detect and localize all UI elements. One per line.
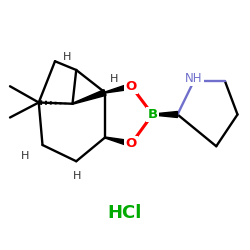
Polygon shape bbox=[105, 83, 132, 93]
Polygon shape bbox=[72, 90, 106, 104]
Text: O: O bbox=[126, 80, 137, 93]
Text: HCl: HCl bbox=[108, 204, 142, 222]
Text: H: H bbox=[63, 52, 72, 62]
Text: B: B bbox=[148, 108, 158, 121]
Text: H: H bbox=[21, 151, 29, 161]
Text: O: O bbox=[126, 137, 137, 150]
Text: H: H bbox=[73, 171, 82, 181]
Polygon shape bbox=[105, 137, 132, 147]
Text: NH: NH bbox=[185, 72, 202, 85]
Polygon shape bbox=[152, 112, 178, 117]
Text: H: H bbox=[110, 74, 118, 84]
